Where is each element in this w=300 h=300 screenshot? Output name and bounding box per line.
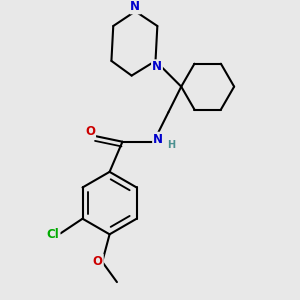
- Text: N: N: [130, 0, 140, 14]
- Text: O: O: [85, 125, 95, 138]
- Text: N: N: [152, 60, 162, 73]
- Text: Cl: Cl: [47, 228, 59, 241]
- Text: N: N: [153, 133, 163, 146]
- Text: H: H: [167, 140, 176, 150]
- Text: O: O: [93, 255, 103, 268]
